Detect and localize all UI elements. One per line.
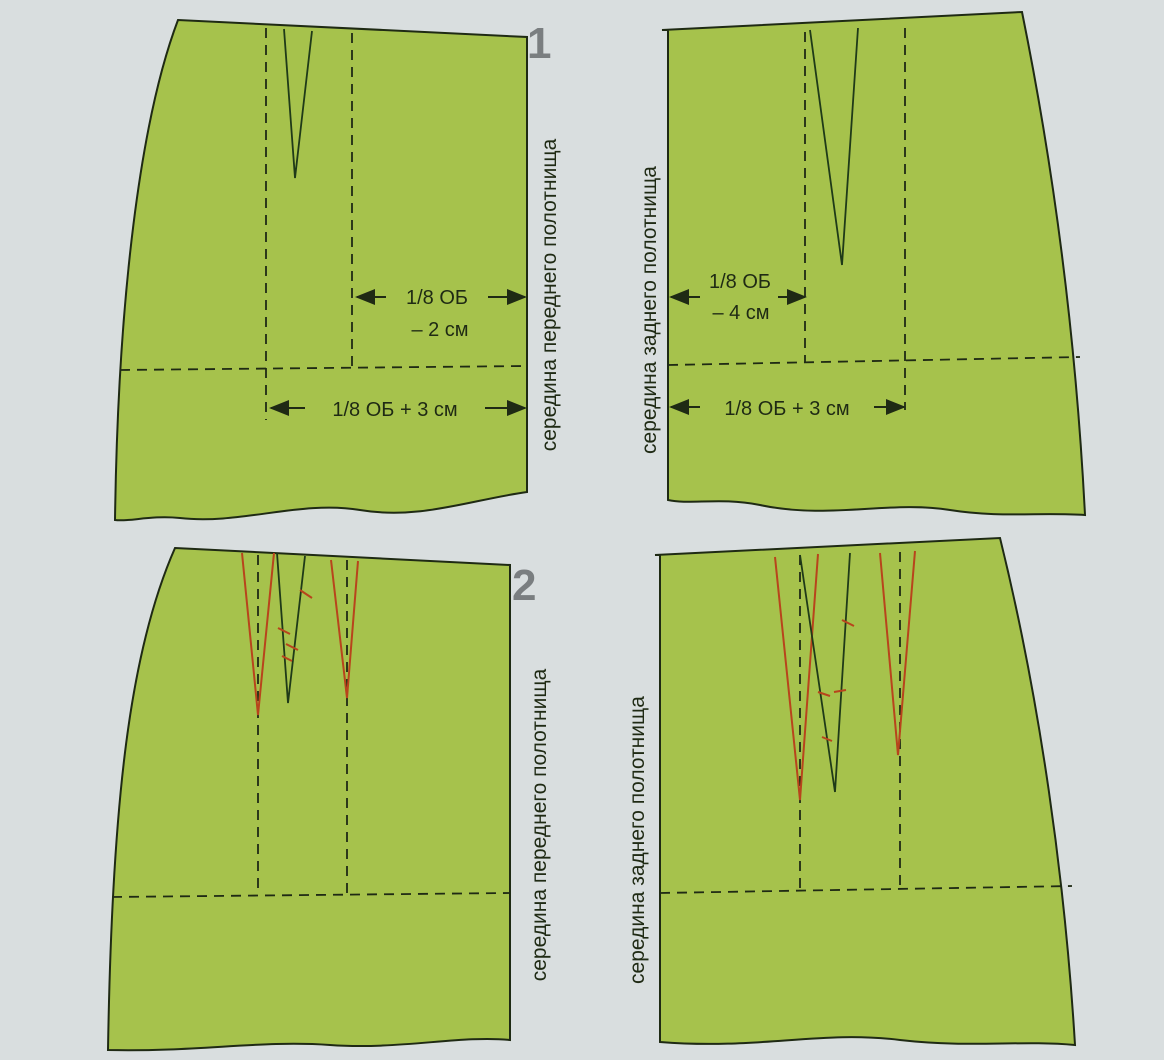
back-waist-label-1: 1/8 ОБ [709, 271, 771, 293]
front-waist-label-2: – 2 см [411, 319, 468, 341]
front-panel-step1 [113, 18, 528, 522]
front-panel-step2 [106, 546, 511, 1052]
back-waist-label-2: – 4 см [712, 302, 769, 324]
front-waist-label-1: 1/8 ОБ [406, 287, 468, 309]
front-dart-original [276, 552, 306, 704]
back-center-label-1: середина заднего полотнища [638, 166, 661, 454]
back-hip-label: 1/8 ОБ + 3 см [724, 398, 849, 420]
back-center-label-2: середина заднего полотнища [626, 696, 649, 984]
back-dart-right-modified [879, 550, 916, 756]
back-dart-original [799, 552, 851, 793]
figure-number-2: 2 [512, 561, 536, 610]
front-dart-left-modified [241, 552, 275, 716]
back-panel-step1 [661, 10, 1087, 517]
back-dart [809, 27, 859, 266]
front-center-label-2: середина переднего полотнища [528, 668, 551, 981]
back-panel-step2 [654, 536, 1077, 1047]
figure-number-1: 1 [527, 19, 551, 68]
front-dart [283, 28, 313, 179]
front-dart-right-modified [330, 559, 359, 699]
front-hip-label: 1/8 ОБ + 3 см [332, 399, 457, 421]
front-center-label-1: середина переднего полотнища [538, 138, 561, 451]
